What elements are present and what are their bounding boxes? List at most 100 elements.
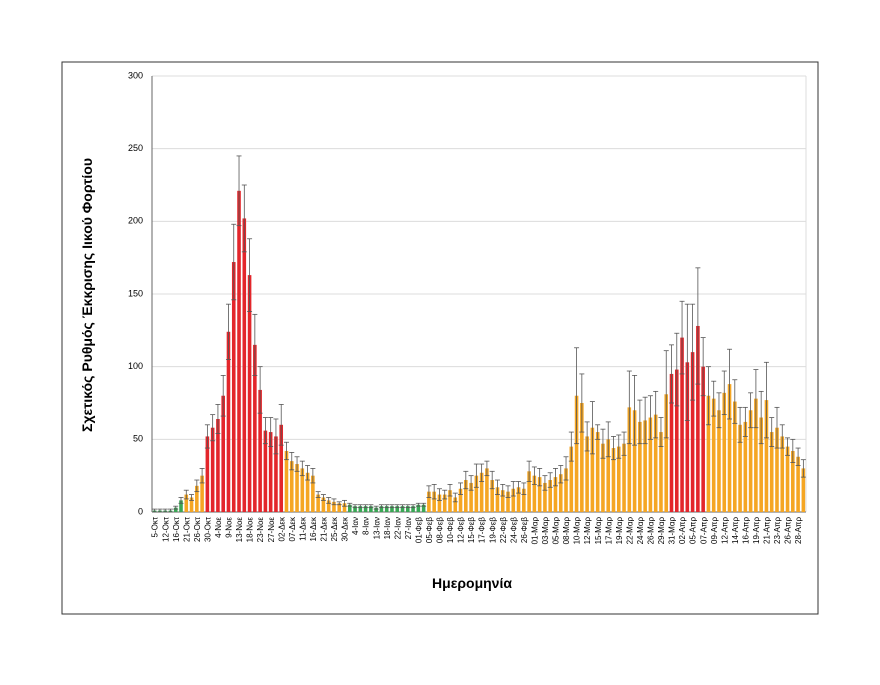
- bar: [543, 482, 547, 512]
- bar: [738, 424, 742, 512]
- x-tick-label: 21-Οκτ: [182, 516, 191, 542]
- x-tick-label: 4-Νοε: [214, 517, 223, 538]
- bar: [659, 432, 663, 512]
- bar: [590, 427, 595, 512]
- bar: [801, 468, 806, 512]
- x-tick-label: 19-Φεβ: [488, 517, 497, 544]
- x-tick-label: 26-Μαρ: [647, 517, 656, 545]
- x-tick-label: 22-Ιαν: [393, 517, 402, 539]
- x-tick-label: 31-Μαρ: [668, 517, 677, 545]
- x-tick-label: 4-Ιαν: [351, 517, 360, 535]
- bar: [796, 456, 800, 512]
- bar: [342, 503, 347, 512]
- x-tick-label: 22-Μαρ: [625, 517, 634, 545]
- bar: [585, 436, 589, 512]
- bar: [242, 218, 247, 512]
- bar: [374, 507, 378, 512]
- x-tick-label: 8-Ιαν: [362, 517, 371, 535]
- bar: [696, 325, 700, 512]
- x-tick-label: 12-Μαρ: [583, 517, 592, 545]
- bar: [775, 427, 779, 512]
- x-tick-label: 01-Φεβ: [414, 517, 423, 544]
- bar: [416, 504, 421, 512]
- bar: [411, 506, 415, 512]
- bar: [279, 424, 284, 512]
- bar: [606, 439, 611, 512]
- bar: [347, 504, 352, 512]
- x-tick-label: 10-Φεβ: [446, 517, 455, 544]
- bar: [358, 506, 363, 512]
- bar: [173, 507, 178, 512]
- bar: [458, 488, 463, 512]
- bar: [743, 421, 748, 512]
- x-tick-label: 24-Φεβ: [509, 517, 518, 544]
- x-tick-label: 05-Απρ: [689, 517, 698, 544]
- bar: [289, 461, 294, 512]
- x-tick-label: 5-Οκτ: [151, 516, 160, 537]
- x-tick-label: 18-Νοε: [246, 517, 255, 543]
- bar: [791, 450, 795, 512]
- bar: [580, 403, 584, 512]
- bar: [706, 395, 711, 512]
- bar: [231, 262, 236, 512]
- bar: [537, 477, 542, 512]
- bar: [247, 275, 252, 512]
- bar: [780, 436, 785, 512]
- bar: [253, 344, 257, 512]
- bar: [643, 420, 647, 512]
- x-tick-label: 17-Φεβ: [478, 517, 487, 544]
- x-tick-label: 03-Μαρ: [541, 517, 550, 545]
- bar: [363, 506, 368, 512]
- y-tick-label: 150: [128, 288, 143, 298]
- bar: [479, 472, 484, 512]
- bar: [311, 475, 315, 512]
- bar: [226, 331, 231, 512]
- bar: [785, 446, 790, 512]
- x-tick-label: 01-Μαρ: [530, 517, 539, 545]
- x-tick-label: 16-Δεκ: [309, 516, 318, 541]
- bar: [395, 506, 400, 512]
- bar: [690, 352, 695, 512]
- bar: [601, 443, 605, 512]
- x-tick-label: 08-Φεβ: [436, 517, 445, 544]
- bar: [674, 369, 679, 512]
- bar: [195, 485, 199, 512]
- bar: [664, 394, 669, 512]
- bar: [717, 410, 721, 512]
- x-tick-label: 27-Ιαν: [404, 517, 413, 539]
- bar: [400, 506, 405, 512]
- x-tick-label: 23-Νοε: [256, 517, 265, 543]
- bar: [437, 494, 442, 512]
- x-tick-label: 10-Μαρ: [573, 517, 582, 545]
- bar: [553, 477, 558, 512]
- bar: [184, 494, 189, 512]
- x-tick-label: 15-Φεβ: [467, 517, 476, 544]
- bar: [353, 506, 357, 512]
- bar: [237, 190, 241, 512]
- bar: [558, 474, 563, 512]
- bar: [490, 480, 494, 512]
- x-tick-label: 21-Δεκ: [320, 516, 329, 541]
- bar: [221, 395, 225, 512]
- bar: [316, 494, 320, 512]
- bar: [406, 506, 410, 512]
- x-tick-label: 22-Φεβ: [499, 517, 508, 544]
- bar: [685, 362, 690, 512]
- x-tick-label: 13-Ιαν: [372, 517, 381, 539]
- bar: [680, 337, 684, 512]
- bar: [516, 487, 521, 512]
- y-tick-label: 250: [128, 143, 143, 153]
- x-tick-label: 02-Δεκ: [277, 516, 286, 541]
- bar: [574, 395, 579, 512]
- bar: [300, 468, 305, 512]
- bar: [427, 491, 431, 512]
- x-tick-label: 14-Απρ: [731, 517, 740, 544]
- bar: [263, 430, 268, 512]
- y-tick-label: 100: [128, 361, 143, 371]
- bar: [506, 491, 510, 512]
- bar: [764, 400, 769, 512]
- bar: [632, 410, 637, 512]
- bar: [748, 410, 753, 512]
- chart-frame: [61, 61, 819, 615]
- bar: [733, 401, 737, 512]
